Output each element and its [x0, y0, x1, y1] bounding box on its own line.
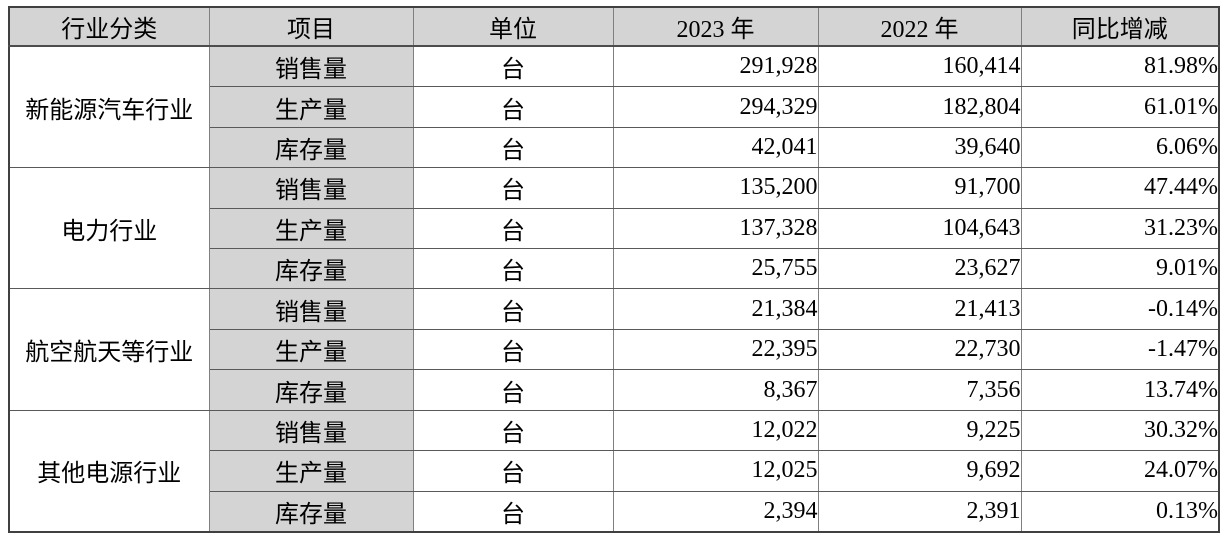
table-row: 生产量 台 22,395 22,730 -1.47%	[9, 328, 1220, 371]
table-row: 库存量 台 42,041 39,640 6.06%	[9, 126, 1220, 169]
industry-cell: 其他电源行业	[8, 409, 210, 533]
unit-cell: 台	[412, 126, 614, 169]
col-header-industry: 行业分类	[8, 6, 210, 47]
yoy-cell: 61.01%	[1020, 86, 1220, 128]
table-row: 库存量 台 8,367 7,356 13.74%	[9, 369, 1220, 411]
item-cell: 库存量	[208, 126, 414, 169]
unit-cell: 台	[412, 86, 614, 128]
table-row: 其他电源行业 销售量 台 12,022 9,225 30.32%	[8, 409, 1220, 533]
value-2022-cell: 39,640	[817, 126, 1022, 169]
value-2023-cell: 21,384	[612, 288, 819, 330]
yoy-cell: 6.06%	[1020, 126, 1220, 169]
value-2022-cell: 91,700	[817, 167, 1022, 209]
yoy-cell: -0.14%	[1020, 288, 1220, 330]
table-row: 电力行业 销售量 台 135,200 91,700 47.44%	[8, 167, 1220, 290]
unit-cell: 台	[412, 45, 614, 88]
value-2023-cell: 42,041	[612, 126, 819, 169]
yoy-cell: 24.07%	[1020, 450, 1220, 492]
col-header-yoy: 同比增减	[1020, 6, 1220, 47]
unit-cell: 台	[412, 328, 614, 371]
value-2022-cell: 7,356	[817, 369, 1022, 411]
item-cell: 库存量	[208, 369, 414, 411]
industry-output-table: 行业分类 项目 单位 2023 年 2022 年 同比增减 新能源汽车行业 销售…	[8, 6, 1220, 533]
unit-cell: 台	[412, 490, 614, 533]
table-row: 生产量 台 12,025 9,692 24.07%	[9, 450, 1220, 492]
value-2022-cell: 9,692	[817, 450, 1022, 492]
table-row: 库存量 台 2,394 2,391 0.13%	[9, 490, 1220, 533]
unit-cell: 台	[412, 450, 614, 492]
industry-cell: 电力行业	[8, 167, 210, 290]
value-2023-cell: 12,022	[612, 409, 819, 452]
unit-cell: 台	[412, 409, 614, 452]
yoy-cell: -1.47%	[1020, 328, 1220, 371]
item-cell: 库存量	[208, 490, 414, 533]
col-header-2023: 2023 年	[612, 6, 819, 47]
item-cell: 销售量	[208, 409, 414, 452]
unit-cell: 台	[412, 369, 614, 411]
value-2023-cell: 8,367	[612, 369, 819, 411]
yoy-cell: 13.74%	[1020, 369, 1220, 411]
value-2022-cell: 104,643	[817, 207, 1022, 250]
yoy-cell: 9.01%	[1020, 248, 1220, 290]
item-cell: 销售量	[208, 167, 414, 209]
table-row: 库存量 台 25,755 23,627 9.01%	[9, 248, 1220, 290]
value-2022-cell: 21,413	[817, 288, 1022, 330]
value-2023-cell: 135,200	[612, 167, 819, 209]
unit-cell: 台	[412, 248, 614, 290]
value-2022-cell: 9,225	[817, 409, 1022, 452]
table-row: 生产量 台 294,329 182,804 61.01%	[9, 86, 1220, 128]
value-2022-cell: 22,730	[817, 328, 1022, 371]
value-2022-cell: 23,627	[817, 248, 1022, 290]
item-cell: 生产量	[208, 328, 414, 371]
industry-cell: 航空航天等行业	[8, 288, 210, 411]
item-cell: 销售量	[208, 45, 414, 88]
item-cell: 生产量	[208, 450, 414, 492]
item-cell: 库存量	[208, 248, 414, 290]
value-2023-cell: 22,395	[612, 328, 819, 371]
item-cell: 生产量	[208, 207, 414, 250]
col-header-item: 项目	[208, 6, 414, 47]
header-row: 行业分类 项目 单位 2023 年 2022 年 同比增减	[8, 6, 1220, 47]
value-2023-cell: 294,329	[612, 86, 819, 128]
yoy-cell: 81.98%	[1020, 45, 1220, 88]
yoy-cell: 31.23%	[1020, 207, 1220, 250]
col-header-2022: 2022 年	[817, 6, 1022, 47]
industry-cell: 新能源汽车行业	[8, 45, 210, 169]
value-2023-cell: 291,928	[612, 45, 819, 88]
value-2023-cell: 2,394	[612, 490, 819, 533]
unit-cell: 台	[412, 167, 614, 209]
yoy-cell: 47.44%	[1020, 167, 1220, 209]
table-row: 新能源汽车行业 销售量 台 291,928 160,414 81.98%	[8, 45, 1220, 169]
table-row: 航空航天等行业 销售量 台 21,384 21,413 -0.14%	[8, 288, 1220, 411]
item-cell: 生产量	[208, 86, 414, 128]
value-2023-cell: 25,755	[612, 248, 819, 290]
item-cell: 销售量	[208, 288, 414, 330]
col-header-unit: 单位	[412, 6, 614, 47]
value-2022-cell: 182,804	[817, 86, 1022, 128]
yoy-cell: 30.32%	[1020, 409, 1220, 452]
value-2022-cell: 160,414	[817, 45, 1022, 88]
unit-cell: 台	[412, 207, 614, 250]
value-2022-cell: 2,391	[817, 490, 1022, 533]
yoy-cell: 0.13%	[1020, 490, 1220, 533]
unit-cell: 台	[412, 288, 614, 330]
value-2023-cell: 12,025	[612, 450, 819, 492]
value-2023-cell: 137,328	[612, 207, 819, 250]
